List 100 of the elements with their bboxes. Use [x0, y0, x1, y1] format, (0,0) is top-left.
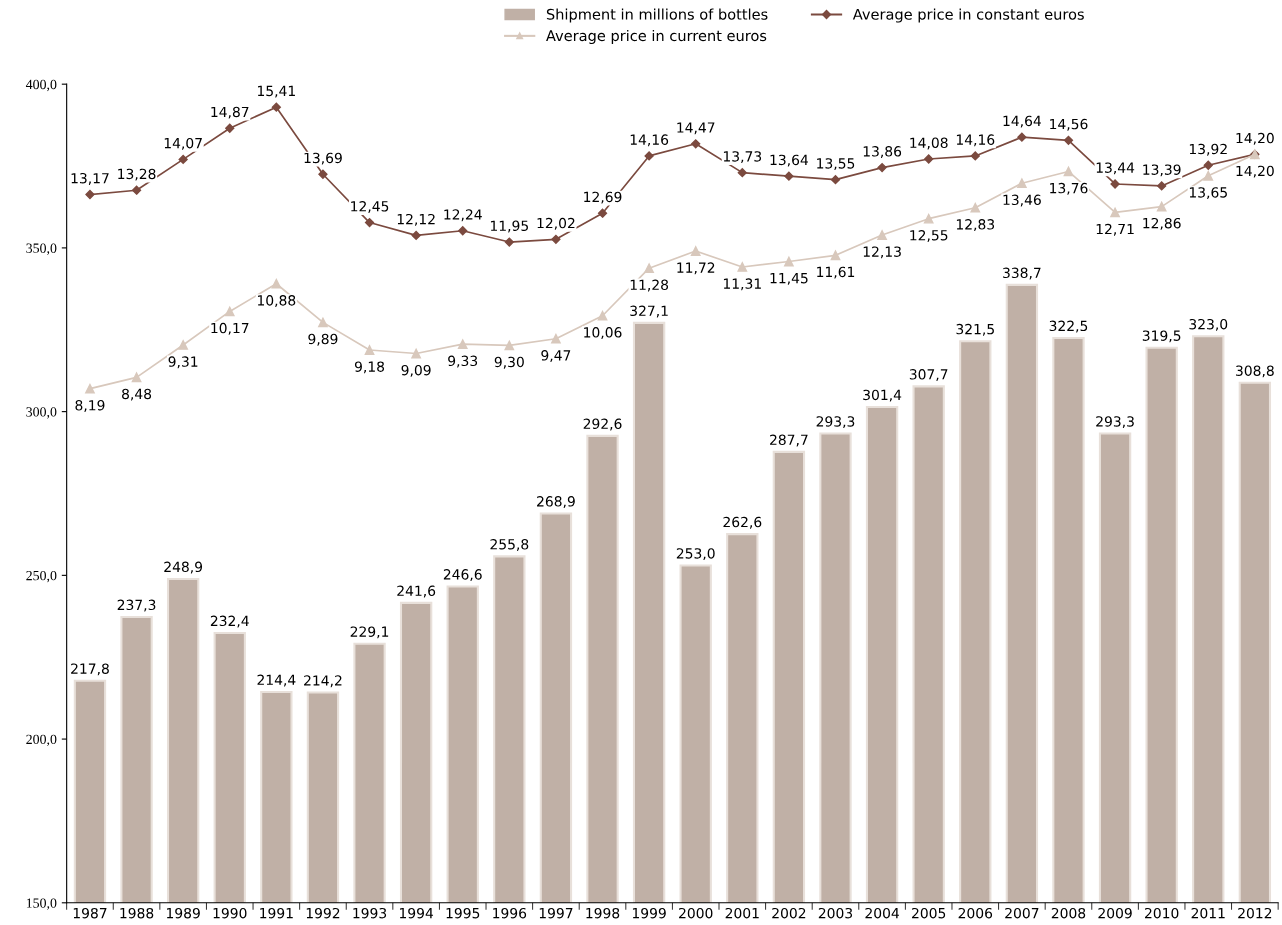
- data-label: 14,56: [1050, 118, 1088, 131]
- data-label: 10,06: [584, 327, 622, 340]
- data-label: 14,08: [910, 137, 948, 150]
- data-label: 11,72: [677, 262, 715, 275]
- x-tick-label: 1997: [539, 907, 573, 919]
- data-label: 14,16: [630, 134, 669, 147]
- x-tick-label: 2001: [725, 907, 759, 919]
- y-tick-label: 350,0: [26, 243, 57, 255]
- data-label: 14,87: [211, 106, 249, 119]
- data-label: 322,5: [1049, 320, 1088, 333]
- data-label: 308,8: [1236, 365, 1274, 378]
- data-label: 301,4: [863, 389, 902, 402]
- x-tick-label: 2010: [1145, 907, 1179, 919]
- data-label: 13,55: [817, 158, 855, 171]
- data-label: 338,7: [1003, 267, 1041, 280]
- data-label: 14,20: [1236, 132, 1274, 145]
- data-label: 11,61: [817, 266, 855, 279]
- data-label: 11,31: [723, 278, 761, 291]
- x-tick-label: 2006: [958, 907, 993, 919]
- data-label: 11,95: [490, 220, 528, 233]
- data-label: 11,28: [630, 279, 669, 292]
- data-label: 319,5: [1142, 330, 1181, 343]
- data-label: 323,0: [1189, 318, 1228, 331]
- data-label: 229,1: [350, 626, 389, 639]
- y-tick-label: 300,0: [26, 407, 57, 419]
- x-tick-label: 2012: [1238, 907, 1272, 919]
- x-tick-label: 1994: [399, 907, 434, 919]
- data-label: 293,3: [816, 416, 855, 429]
- data-label: 9,18: [354, 361, 385, 374]
- data-label: 12,71: [1096, 223, 1134, 236]
- y-tick-label: 200,0: [26, 734, 57, 747]
- data-label: 13,46: [1003, 194, 1041, 207]
- x-tick-label: 2011: [1191, 907, 1225, 919]
- data-label: 241,6: [397, 585, 436, 598]
- data-label: 293,3: [1096, 416, 1134, 429]
- data-label: 13,86: [863, 146, 902, 158]
- x-tick-label: 1996: [493, 907, 527, 919]
- data-label: 12,02: [537, 217, 575, 230]
- data-label: 8,19: [75, 399, 105, 412]
- x-tick-label: 2008: [1051, 907, 1086, 919]
- data-label: 14,47: [677, 122, 715, 135]
- data-label: 327,1: [630, 305, 668, 318]
- data-label: 246,6: [443, 569, 482, 582]
- data-label: 14,64: [1003, 115, 1041, 128]
- data-label: 253,0: [676, 548, 715, 561]
- x-tick-label: 1998: [586, 907, 620, 919]
- y-tick-label: 400,0: [25, 79, 57, 92]
- data-label: 10,88: [257, 295, 296, 308]
- x-tick-label: 1990: [213, 907, 247, 919]
- data-label: 292,6: [583, 418, 622, 431]
- data-label: 214,2: [304, 675, 342, 688]
- data-label: 248,9: [164, 561, 203, 574]
- data-label: 13,73: [723, 151, 762, 164]
- data-label: 232,4: [210, 615, 249, 628]
- x-tick-label: 1992: [306, 907, 340, 919]
- x-tick-label: 2000: [679, 907, 713, 919]
- data-label: 9,30: [494, 356, 524, 369]
- legend-label: Average price in current euros: [546, 29, 767, 45]
- data-label: 12,13: [863, 246, 901, 259]
- data-label: 8,48: [122, 388, 152, 401]
- legend-label: Average price in constant euros: [852, 8, 1084, 23]
- data-label: 13,92: [1189, 143, 1227, 156]
- x-tick-label: 2004: [865, 907, 899, 919]
- x-tick-label: 1993: [353, 907, 387, 919]
- data-label: 12,83: [956, 219, 995, 232]
- x-tick-label: 2003: [818, 907, 853, 919]
- data-label: 14,07: [164, 137, 202, 150]
- x-tick-label: 2002: [772, 907, 806, 919]
- data-label: 214,4: [257, 674, 296, 687]
- x-tick-label: 2005: [912, 907, 946, 919]
- data-label: 13,44: [1096, 162, 1135, 175]
- data-label: 12,69: [584, 191, 622, 204]
- data-label: 287,7: [770, 434, 808, 447]
- data-label: 12,86: [1143, 217, 1181, 230]
- y-tick-label: 150,0: [26, 898, 57, 910]
- x-tick-label: 1991: [260, 907, 293, 919]
- data-label: 15,41: [257, 85, 295, 98]
- x-tick-label: 1989: [167, 907, 200, 919]
- x-tick-label: 2009: [1098, 907, 1132, 919]
- data-label: 13,76: [1050, 182, 1088, 195]
- data-label: 12,12: [397, 213, 435, 226]
- data-label: 237,3: [117, 599, 156, 612]
- data-label: 255,8: [490, 538, 529, 551]
- data-label: 12,45: [351, 201, 389, 213]
- x-tick-label: 1987: [73, 907, 107, 919]
- y-tick-label: 250,0: [26, 570, 57, 583]
- data-label: 13,17: [71, 172, 109, 185]
- data-label: 14,16: [956, 134, 995, 147]
- data-label: 262,6: [723, 516, 762, 529]
- data-label: 9,89: [308, 333, 338, 346]
- data-label: 9,47: [541, 350, 571, 363]
- data-label: 13,28: [118, 168, 156, 181]
- data-label: 12,55: [910, 230, 948, 242]
- data-label: 10,17: [211, 322, 249, 335]
- data-label: 9,31: [168, 356, 198, 369]
- data-label: 11,45: [770, 273, 808, 285]
- data-label: 321,5: [956, 323, 994, 336]
- data-label: 9,33: [448, 355, 478, 368]
- x-tick-label: 1988: [120, 907, 154, 919]
- x-tick-label: 2007: [1005, 907, 1039, 919]
